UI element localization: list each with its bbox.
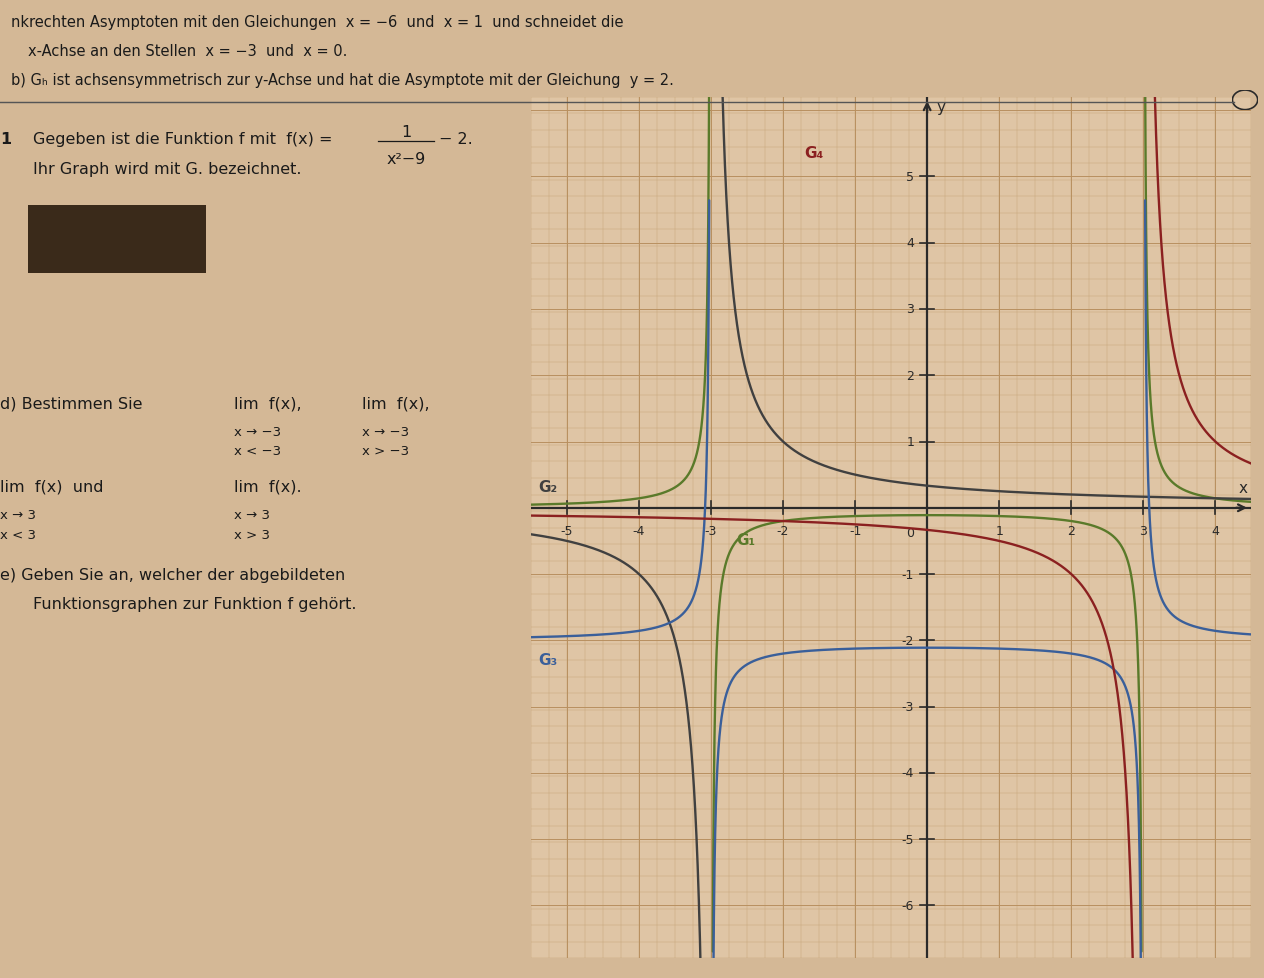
- Text: x → −3: x → −3: [362, 425, 408, 438]
- Text: -3: -3: [705, 525, 717, 538]
- Text: -1: -1: [901, 568, 914, 581]
- Text: x > −3: x > −3: [362, 445, 408, 458]
- Text: -5: -5: [561, 525, 573, 538]
- Text: -2: -2: [777, 525, 789, 538]
- Text: x > 3: x > 3: [234, 528, 269, 541]
- FancyBboxPatch shape: [28, 205, 206, 274]
- Text: 5: 5: [906, 171, 914, 184]
- Text: x → 3: x → 3: [234, 509, 269, 521]
- Text: -4: -4: [633, 525, 645, 538]
- Text: Ihr Graph wird mit G. bezeichnet.: Ihr Graph wird mit G. bezeichnet.: [33, 161, 302, 176]
- Text: x → 3: x → 3: [0, 509, 35, 521]
- Text: lim  f(x),: lim f(x),: [362, 396, 430, 411]
- Text: 3: 3: [1139, 525, 1148, 538]
- Text: 1: 1: [906, 435, 914, 449]
- Text: 3: 3: [906, 303, 914, 316]
- Text: lim  f(x).: lim f(x).: [234, 479, 301, 494]
- Text: x < 3: x < 3: [0, 528, 35, 541]
- Text: G₃: G₃: [538, 652, 557, 667]
- Text: y: y: [937, 100, 945, 115]
- Text: -2: -2: [901, 634, 914, 647]
- Text: G₄: G₄: [805, 146, 824, 160]
- Text: -4: -4: [901, 767, 914, 779]
- Text: x²−9: x²−9: [387, 152, 426, 166]
- Text: 4: 4: [906, 237, 914, 250]
- Text: 1: 1: [0, 132, 11, 147]
- Text: 0: 0: [906, 527, 914, 540]
- Text: e) Geben Sie an, welcher der abgebildeten: e) Geben Sie an, welcher der abgebildete…: [0, 567, 345, 582]
- Text: 2: 2: [1067, 525, 1076, 538]
- Text: -1: -1: [849, 525, 861, 538]
- Text: x-Achse an den Stellen  x = −3  und  x = 0.: x-Achse an den Stellen x = −3 und x = 0.: [28, 44, 348, 59]
- Text: lim  f(x)  und: lim f(x) und: [0, 479, 104, 494]
- Text: G₂: G₂: [538, 480, 557, 495]
- Text: x: x: [1239, 480, 1248, 495]
- Text: nkrechten Asymptoten mit den Gleichungen  x = −6  und  x = 1  und schneidet die: nkrechten Asymptoten mit den Gleichungen…: [11, 15, 623, 29]
- Text: Gegeben ist die Funktion f mit  f(x) =: Gegeben ist die Funktion f mit f(x) =: [33, 132, 332, 147]
- Text: -3: -3: [901, 700, 914, 713]
- Text: − 2.: − 2.: [440, 132, 473, 147]
- Text: 1: 1: [401, 125, 411, 140]
- Text: 4: 4: [1211, 525, 1220, 538]
- Text: -5: -5: [901, 833, 914, 846]
- Text: -6: -6: [901, 899, 914, 911]
- Text: x → −3: x → −3: [234, 425, 281, 438]
- Text: G₁: G₁: [736, 533, 756, 548]
- Text: Funktionsgraphen zur Funktion f gehört.: Funktionsgraphen zur Funktion f gehört.: [33, 597, 356, 611]
- Text: x < −3: x < −3: [234, 445, 281, 458]
- Text: 1: 1: [995, 525, 1004, 538]
- Text: d) Bestimmen Sie: d) Bestimmen Sie: [0, 396, 143, 411]
- Text: lim  f(x),: lim f(x),: [234, 396, 301, 411]
- Text: b) Gₕ ist achsensymmetrisch zur y-Achse und hat die Asymptote mit der Gleichung : b) Gₕ ist achsensymmetrisch zur y-Achse …: [11, 73, 674, 88]
- Text: 2: 2: [906, 370, 914, 382]
